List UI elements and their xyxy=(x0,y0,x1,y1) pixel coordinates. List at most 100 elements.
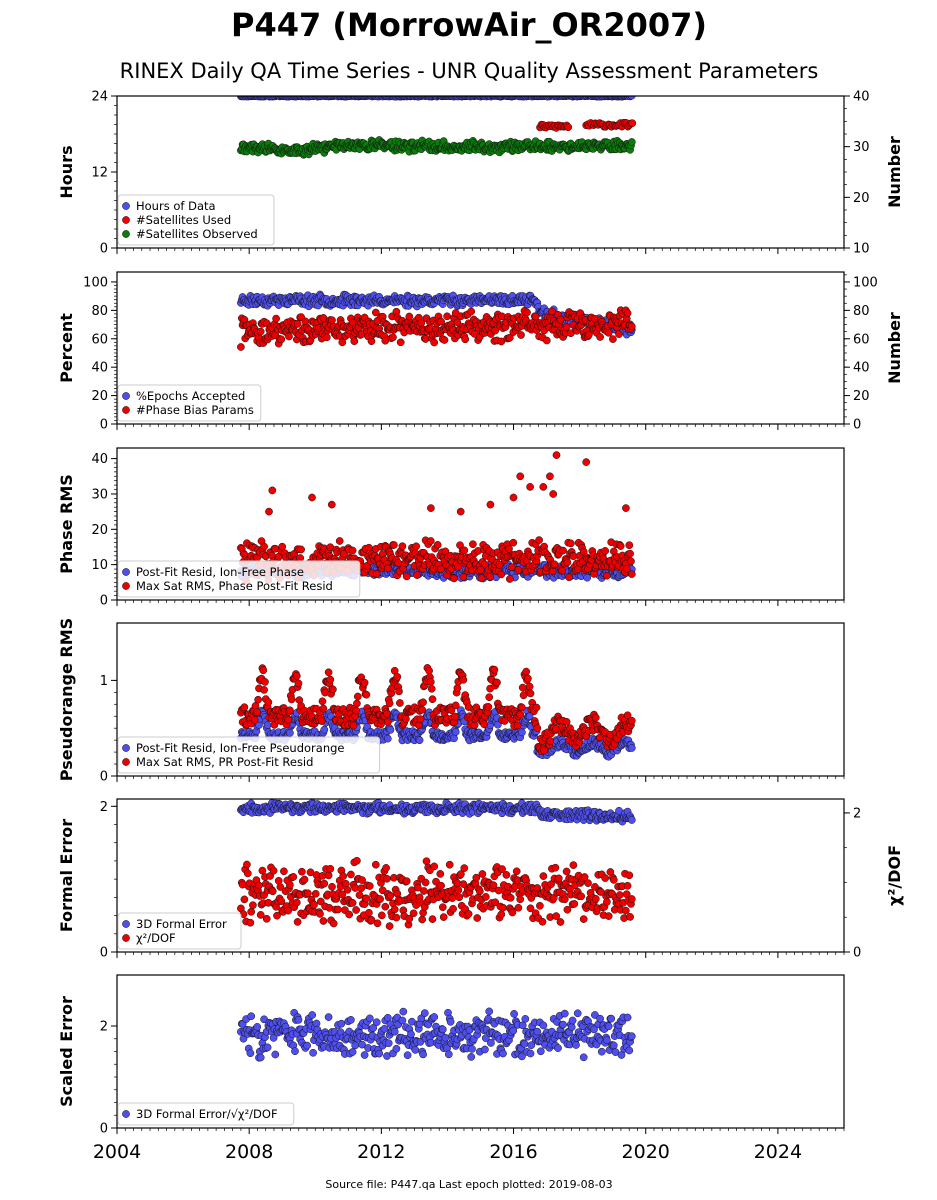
data-point xyxy=(546,472,554,481)
data-point xyxy=(533,724,542,733)
y-right-tick-label: 0 xyxy=(853,418,861,433)
data-point xyxy=(556,918,565,926)
data-point xyxy=(240,895,249,904)
data-point xyxy=(277,335,286,344)
data-point xyxy=(322,333,331,342)
data-point xyxy=(430,338,439,347)
data-point xyxy=(546,737,555,745)
data-point xyxy=(409,909,418,918)
data-point xyxy=(514,566,523,574)
data-point xyxy=(532,703,541,712)
y-tick-label: 80 xyxy=(91,304,108,319)
data-point xyxy=(451,728,460,736)
legend-marker xyxy=(122,216,130,224)
data-point xyxy=(394,559,403,567)
legend-label: #Satellites Used xyxy=(136,213,231,227)
data-point xyxy=(459,675,468,684)
data-point xyxy=(318,697,327,706)
data-point xyxy=(437,317,445,326)
data-point xyxy=(540,746,549,755)
legend-label: Max Sat RMS, PR Post-Fit Resid xyxy=(136,755,313,769)
data-point xyxy=(383,709,391,718)
data-point xyxy=(627,570,636,578)
data-point xyxy=(440,336,449,344)
y-axis-label: Phase RMS xyxy=(57,474,76,574)
data-point xyxy=(627,96,636,100)
y-right-tick-label: 60 xyxy=(853,332,870,347)
data-point xyxy=(268,887,277,896)
data-point xyxy=(256,327,265,336)
data-point xyxy=(628,119,637,128)
data-point xyxy=(343,885,352,894)
data-point xyxy=(591,713,600,722)
data-point xyxy=(352,706,360,715)
data-point xyxy=(585,330,593,339)
data-point xyxy=(437,565,445,573)
data-point xyxy=(627,816,636,824)
data-point xyxy=(535,536,543,544)
percent-panel: 020406080100020406080100NumberPercent%Ep… xyxy=(57,271,904,433)
data-point xyxy=(298,867,306,876)
data-point xyxy=(601,547,610,555)
data-point xyxy=(559,546,567,555)
data-point xyxy=(396,338,405,347)
data-point xyxy=(551,863,560,872)
data-point xyxy=(347,870,355,879)
data-point xyxy=(461,335,470,344)
legend: Post-Fit Resid, Ion-Free PseudorangeMax … xyxy=(117,736,381,774)
data-point xyxy=(562,717,571,726)
data-point xyxy=(427,684,436,693)
data-point xyxy=(289,873,298,881)
data-point xyxy=(604,328,613,337)
data-point xyxy=(518,728,526,737)
data-point xyxy=(255,881,263,890)
legend-marker xyxy=(122,758,130,766)
y-tick-label: 1 xyxy=(100,674,108,689)
legend-label: #Satellites Observed xyxy=(136,227,258,241)
series-phase-bias-params xyxy=(237,306,636,351)
y-tick-label: 40 xyxy=(91,361,108,376)
data-point xyxy=(622,504,630,512)
data-point xyxy=(353,699,361,708)
data-point xyxy=(438,903,447,912)
data-point xyxy=(436,870,445,878)
data-point xyxy=(258,866,267,875)
data-point xyxy=(286,729,294,737)
data-point xyxy=(260,542,268,551)
data-point xyxy=(421,878,430,887)
data-point xyxy=(390,905,399,914)
x-ticks xyxy=(116,248,845,254)
data-point xyxy=(277,897,286,906)
legend: %Epochs Accepted#Phase Bias Params xyxy=(117,384,262,422)
data-point xyxy=(353,856,361,865)
data-point xyxy=(360,678,369,687)
data-point xyxy=(507,563,516,571)
y-tick-label: 0 xyxy=(100,242,108,257)
data-point xyxy=(512,867,521,876)
data-point xyxy=(502,871,511,879)
data-point xyxy=(413,571,421,579)
data-point xyxy=(627,716,636,725)
data-point xyxy=(627,557,635,566)
y-right-tick-label: 10 xyxy=(853,242,870,257)
y-tick-label: 40 xyxy=(91,452,108,467)
data-point xyxy=(383,874,391,883)
data-point xyxy=(609,335,617,343)
data-point xyxy=(353,692,362,701)
data-point xyxy=(455,893,464,902)
data-point xyxy=(293,319,302,328)
x-ticks xyxy=(116,776,845,782)
data-point xyxy=(273,911,281,920)
data-point xyxy=(292,898,301,907)
data-point xyxy=(548,567,557,576)
x-ticks xyxy=(116,600,845,606)
legend-label: Post-Fit Resid, Ion-Free Phase xyxy=(136,565,304,579)
y-tick-label: 30 xyxy=(91,487,108,502)
